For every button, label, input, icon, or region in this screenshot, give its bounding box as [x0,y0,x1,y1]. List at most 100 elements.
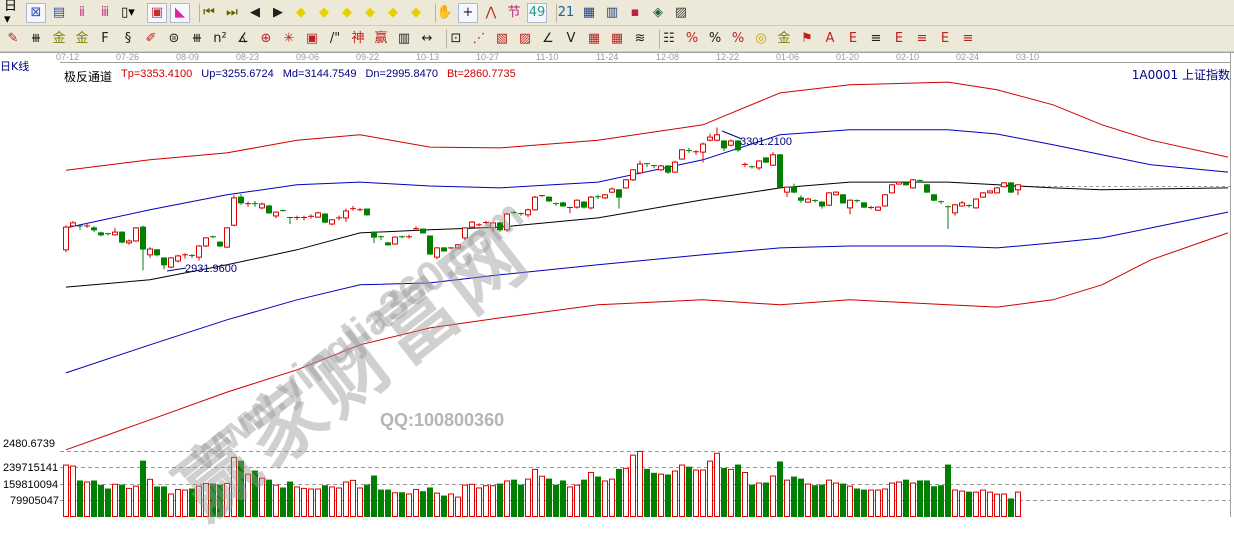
candle [910,179,916,189]
grid-lines-icon[interactable]: ⧻ [30,31,42,46]
ladder-3-icon[interactable]: ≡ [962,31,974,46]
table-icon[interactable]: ☷ [659,28,679,49]
fan-box-2-icon[interactable]: ▨ [518,31,532,46]
gann-icon[interactable]: 神 [351,31,365,46]
pennant-icon[interactable]: ◣ [170,2,190,23]
zoom-in-icon[interactable]: ◆ [388,5,398,20]
line-draw-icon[interactable]: ⋀ [485,5,497,20]
ruler-icon[interactable]: ▥ [397,31,411,46]
print-icon[interactable]: ▨ [674,5,688,20]
n2-icon[interactable]: n² [213,31,227,46]
spiral-line-icon[interactable]: § [124,31,132,46]
chart-3-icon[interactable]: ⅱ [79,5,85,20]
fan-icon[interactable]: ⋰ [472,31,486,46]
candle [756,160,762,171]
candle [966,204,972,208]
win-icon[interactable]: 赢 [374,31,388,46]
parallel-lines-icon[interactable]: ⧻ [191,31,203,46]
volume-bar [553,484,559,517]
period-selector-icon[interactable]: 日▾ [4,0,18,27]
save-icon[interactable]: ▪ [630,5,640,20]
right-arrow-icon[interactable]: ▶ [273,5,283,20]
legend-bt: Bt=2860.7735 [446,68,516,80]
date-tick-label: 10-13 [416,52,439,62]
volume-bar [70,465,76,517]
circle-measure-icon[interactable]: ⊜ [168,31,180,46]
candle-body [329,219,335,225]
candle-body [665,165,671,173]
chart-9-icon[interactable]: ⅲ [100,5,110,20]
e-line-icon[interactable]: E [848,31,858,46]
percent-icon[interactable]: % [708,31,722,46]
date-tick-label: 09-06 [296,52,319,62]
width-icon[interactable]: ↔ [421,31,433,46]
left-arrow-icon[interactable]: ◀ [250,5,260,20]
candle-type-icon[interactable]: ▯▾ [121,5,135,20]
gold-line-2-icon[interactable]: 金 [75,31,89,46]
candle-body [560,202,566,207]
last-icon[interactable]: ⏭ [226,5,238,20]
square-target-icon[interactable]: ▣ [305,31,319,46]
gold-line-icon[interactable]: 金 [52,31,66,46]
document-icon[interactable]: ▤ [52,5,66,20]
report-icon[interactable]: ▥ [605,5,619,20]
fan-box-icon[interactable]: ▧ [495,31,509,46]
zoom-out-icon[interactable]: ◆ [411,5,421,20]
pen-icon[interactable]: ✎ [7,31,19,46]
e-line-2-icon[interactable]: E [894,31,904,46]
candle-body [224,227,230,248]
f-line-icon[interactable]: F [101,31,109,46]
ladder-2-icon[interactable]: ≡ [916,31,928,46]
candle [819,201,825,209]
multi-line-icon[interactable]: ≋ [634,31,646,46]
angle-line-icon[interactable]: ∠ [542,31,554,46]
candle-body [126,240,132,244]
kline-chart[interactable]: 07-12 07-26 08-09 08-23 09-06 09-22 10-13 10-27… [0,0,1234,517]
explain-icon[interactable]: ▣ [147,2,167,23]
box-icon[interactable]: ⊡ [446,28,466,49]
stats-icon[interactable]: 49 [527,2,547,23]
percent-box-icon[interactable]: % [731,31,745,46]
candle [511,210,517,215]
expand-icon[interactable]: ◆ [342,5,352,20]
candle [427,235,433,255]
candle [805,197,811,203]
trend-mark-icon[interactable]: /" [329,31,341,46]
section-icon[interactable]: 节 [507,5,521,20]
ladder-icon[interactable]: ≡ [870,31,882,46]
volume-bar [434,492,440,517]
candle [721,140,727,151]
candle [672,160,678,173]
move-right-icon[interactable]: ◆ [319,5,329,20]
candle [434,247,440,260]
volume-bar [791,476,797,517]
window-layout-icon[interactable]: ⊠ [26,2,46,23]
calendar-icon[interactable]: 21 [556,2,576,23]
volume-bar [805,483,811,517]
candle-body [882,194,888,207]
flag-icon[interactable]: ⚑ [801,31,813,46]
move-left-icon[interactable]: ◆ [296,5,306,20]
crosshair-icon[interactable]: + [458,2,478,23]
hand-icon[interactable]: ✋ [435,2,455,23]
angle-icon[interactable]: ∡ [237,31,249,46]
grid-2-icon[interactable]: ▦ [610,31,624,46]
v-line-icon[interactable]: V [566,31,576,46]
network-icon[interactable]: ◈ [653,5,663,20]
first-icon[interactable]: ⏮ [199,2,219,23]
gold-split-icon[interactable]: 金 [777,31,791,46]
e-line-3-icon[interactable]: E [940,31,950,46]
volume-bar [952,489,958,517]
coin-icon[interactable]: ◎ [755,31,767,46]
grid-icon[interactable]: ▦ [587,31,601,46]
target-icon[interactable]: ⊕ [260,31,272,46]
marker-icon[interactable]: ✐ [145,31,157,46]
star-icon[interactable]: ✳ [283,31,295,46]
percent-line-icon[interactable]: % [685,31,699,46]
candle [875,206,881,211]
a-line-icon[interactable]: A [825,31,835,46]
calculator-icon[interactable]: ▦ [582,5,596,20]
candle [189,254,195,258]
shrink-icon[interactable]: ◆ [365,5,375,20]
volume-bar [980,489,986,517]
